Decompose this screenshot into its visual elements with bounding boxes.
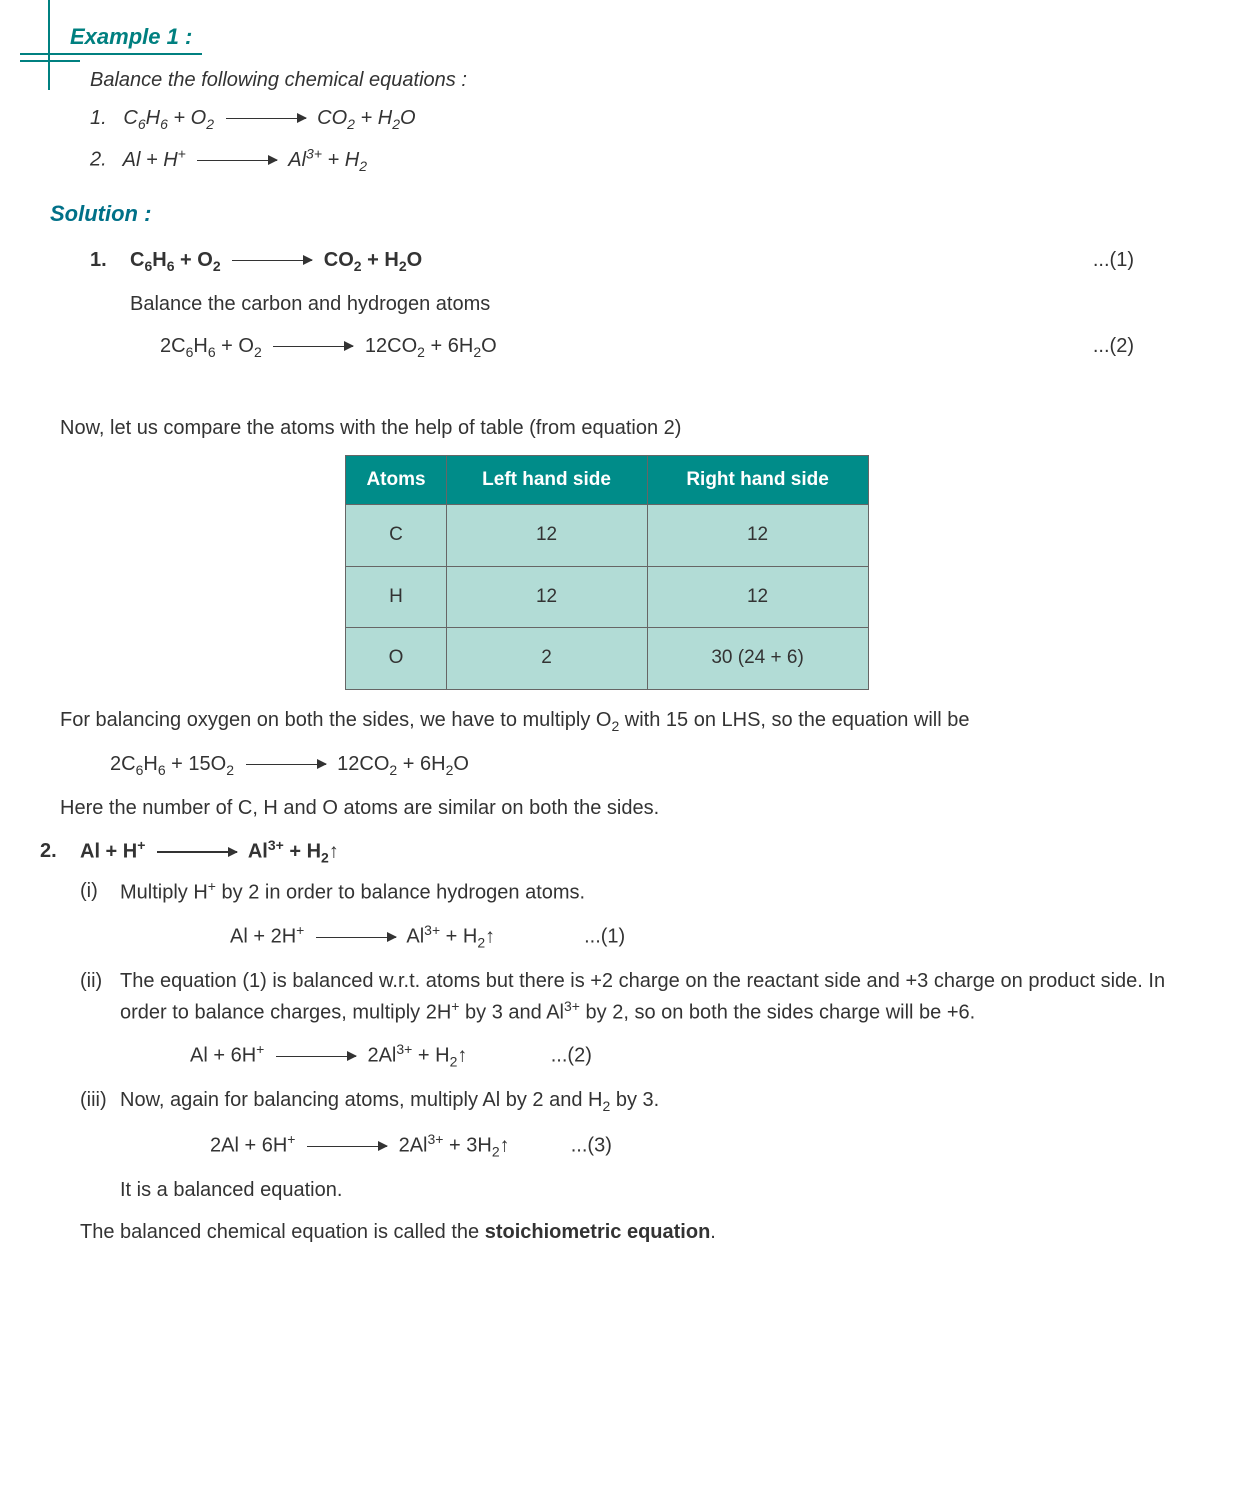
p1-conclusion: Here the number of C, H and O atoms are … <box>20 793 1194 823</box>
question-prompt: Balance the following chemical equations… <box>90 65 1194 95</box>
q2-lhs: Al + H+ <box>123 149 186 171</box>
crosshair-horizontal <box>20 60 80 62</box>
p2-iii-lbl: (iii) <box>80 1085 120 1117</box>
solution-part-1: 1. C6H6 + O2 CO2 + H2O ...(1) Balance th… <box>20 245 1194 363</box>
question-block: Balance the following chemical equations… <box>20 65 1194 177</box>
cell: 30 (24 + 6) <box>647 628 868 690</box>
cell: 2 <box>446 628 647 690</box>
cell: C <box>346 505 446 567</box>
p1-eq1: C6H6 + O2 CO2 + H2O <box>130 245 1093 277</box>
cell: H <box>346 566 446 628</box>
p1-eq3: 2C6H6 + 15O2 12CO2 + 6H2O <box>20 749 1194 781</box>
p2-balanced: It is a balanced equation. <box>40 1175 1194 1205</box>
arrow-icon <box>157 851 237 853</box>
example-header: Example 1 : <box>20 20 1194 55</box>
p2-header-eq: Al + H+ Al3+ + H2↑ <box>80 835 1194 869</box>
p2-i-tag: ...(1) <box>584 926 625 948</box>
arrow-icon <box>316 937 396 939</box>
p1-compare: Now, let us compare the atoms with the h… <box>20 413 1194 443</box>
arrow-icon <box>307 1146 387 1148</box>
atoms-table: Atoms Left hand side Right hand side C 1… <box>345 455 868 690</box>
p1-eq2-tag: ...(2) <box>1093 331 1194 361</box>
q1-rhs: CO2 + H2O <box>317 107 415 129</box>
question-item-2: 2. Al + H+ Al3+ + H2 <box>90 143 1194 177</box>
cell: O <box>346 628 446 690</box>
solution-title: Solution : <box>20 197 1194 230</box>
solution-part-2: 2. Al + H+ Al3+ + H2↑ (i) Multiply H+ by… <box>20 835 1194 1247</box>
p2-final: The balanced chemical equation is called… <box>40 1217 1194 1247</box>
p2-num: 2. <box>40 836 80 866</box>
p1-num: 1. <box>90 245 130 275</box>
arrow-icon <box>273 346 353 348</box>
p2-iii-eq: 2Al + 6H+ 2Al3+ + 3H2↑ ...(3) <box>40 1129 1194 1163</box>
question-item-1: 1. C6H6 + O2 CO2 + H2O <box>90 103 1194 135</box>
p2-final-b: stoichiometric equation <box>485 1221 711 1243</box>
p2-ii-text: The equation (1) is balanced w.r.t. atom… <box>120 966 1194 1028</box>
cell: 12 <box>647 566 868 628</box>
p1-eq1-tag: ...(1) <box>1093 245 1194 275</box>
p2-i-lbl: (i) <box>80 876 120 908</box>
p2-ii-eq: Al + 6H+ 2Al3+ + H2↑ ...(2) <box>40 1039 1194 1073</box>
crosshair-vertical <box>48 0 50 90</box>
arrow-icon <box>246 764 326 766</box>
arrow-icon <box>226 118 306 120</box>
p2-iii-text: Now, again for balancing atoms, multiply… <box>120 1085 1194 1117</box>
p2-ii-tag: ...(2) <box>551 1045 592 1067</box>
q1-num: 1. <box>90 107 107 129</box>
q2-rhs: Al3+ + H2 <box>288 149 367 171</box>
p1-balance: For balancing oxygen on both the sides, … <box>20 705 1194 737</box>
arrow-icon <box>197 160 277 162</box>
arrow-icon <box>232 260 312 262</box>
p2-iii-tag: ...(3) <box>571 1135 612 1157</box>
th-rhs: Right hand side <box>647 455 868 505</box>
arrow-icon <box>276 1056 356 1058</box>
p2-i-eq: Al + 2H+ Al3+ + H2↑ ...(1) <box>40 920 1194 954</box>
cell: 12 <box>446 566 647 628</box>
q1-lhs: C6H6 + O2 <box>123 107 214 129</box>
p1-eq2: 2C6H6 + O2 12CO2 + 6H2O <box>160 331 1093 363</box>
p2-i-text: Multiply H+ by 2 in order to balance hyd… <box>120 876 1194 908</box>
q2-num: 2. <box>90 149 107 171</box>
p2-ii-lbl: (ii) <box>80 966 120 1028</box>
p1-step1: Balance the carbon and hydrogen atoms <box>90 289 1194 319</box>
cell: 12 <box>446 505 647 567</box>
cell: 12 <box>647 505 868 567</box>
p2-final-a: The balanced chemical equation is called… <box>80 1221 485 1243</box>
th-lhs: Left hand side <box>446 455 647 505</box>
th-atoms: Atoms <box>346 455 446 505</box>
